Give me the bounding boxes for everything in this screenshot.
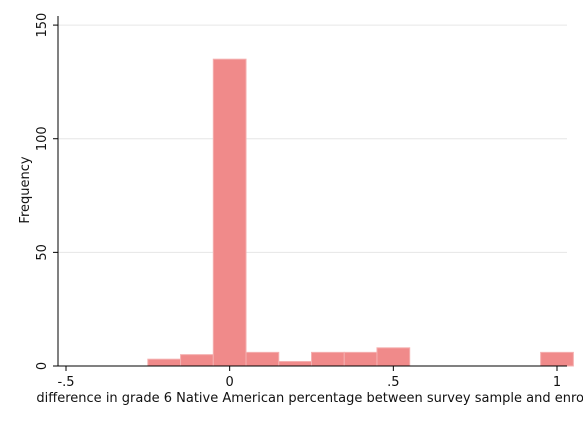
y-tick-label: 100 — [35, 126, 50, 151]
histogram-bar — [540, 351, 574, 367]
histogram-bar — [343, 351, 378, 367]
histogram-bar — [278, 360, 312, 367]
histogram-bar — [245, 351, 280, 367]
y-tick-label: 0 — [35, 362, 50, 370]
x-axis-title: difference in grade 6 Native American pe… — [36, 391, 583, 406]
x-tick-label: .5 — [387, 375, 399, 390]
histogram-bar — [180, 354, 214, 367]
histogram-bar — [311, 351, 345, 367]
histogram-bar — [147, 358, 182, 367]
axes — [57, 16, 567, 367]
x-tick-label: 0 — [226, 375, 234, 390]
histogram-bars — [147, 58, 574, 367]
grid-lines — [58, 24, 567, 253]
y-tick-label: 150 — [35, 13, 50, 38]
x-axis-ticks: -.5 0 .5 1 — [57, 366, 561, 390]
histogram-bar — [376, 347, 411, 367]
y-axis-ticks: 0 50 100 150 — [35, 13, 58, 370]
x-tick-label: 1 — [553, 375, 561, 390]
x-tick-label: -.5 — [57, 375, 74, 390]
y-axis-title: Frequency — [18, 156, 33, 223]
histogram-bar — [212, 58, 247, 367]
y-tick-label: 50 — [35, 244, 50, 261]
